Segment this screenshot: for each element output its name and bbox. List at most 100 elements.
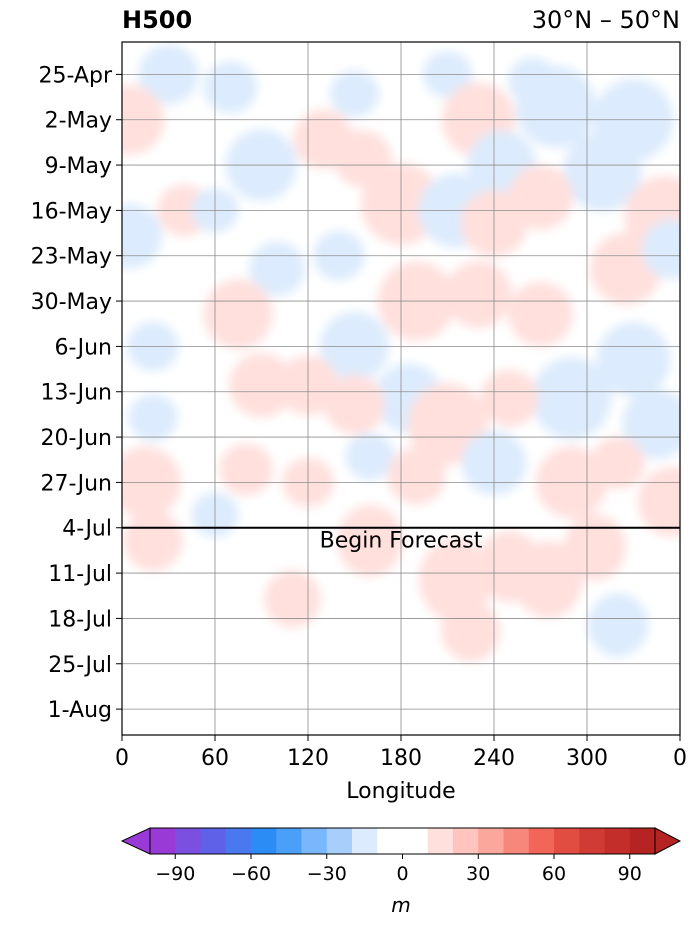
y-axis: 25-Apr 2-May 9-May 16-May 23-May 30-May 6-Jun 1… [31, 63, 122, 723]
anomaly-center [225, 129, 298, 202]
anomaly-contour [508, 165, 573, 230]
anomaly-contour [531, 357, 612, 440]
region-label: 30°N – 50°N [531, 6, 680, 34]
colorbar-tick-label: 90 [618, 863, 642, 885]
anomaly-center [590, 232, 662, 305]
colorbar-swatch [276, 828, 302, 854]
x-axis-label: Longitude [346, 779, 455, 804]
anomaly-contour [622, 389, 680, 459]
x-axis: 0 60 120 180 240 300 0 [115, 735, 687, 771]
colorbar-swatch [200, 828, 227, 854]
anomaly-contour [203, 279, 273, 349]
anomaly-contour [329, 70, 380, 118]
y-tick-label: 2-May [45, 109, 112, 134]
anomaly-center [122, 204, 163, 269]
x-tick-label: 0 [115, 746, 129, 771]
colorbar-swatch [427, 828, 454, 854]
colorbar-swatch [175, 828, 201, 854]
anomaly-center [324, 374, 385, 435]
y-tick-label: 25-Apr [38, 63, 112, 88]
anomaly-contour [249, 241, 305, 296]
anomaly-center [516, 65, 596, 148]
y-tick-label: 4-Jul [62, 517, 112, 542]
anomaly-center [293, 109, 354, 169]
colorbar-extend-low [120, 827, 151, 855]
y-tick-label: 27-Jun [40, 471, 112, 496]
anomaly-contour [642, 219, 680, 280]
anomaly-center [441, 601, 501, 662]
colorbar-swatch [604, 828, 631, 854]
anomaly-contour [264, 570, 321, 628]
anomaly-contour [418, 538, 492, 621]
colorbar-swatch [352, 828, 378, 854]
anomaly-contour [513, 541, 583, 619]
colorbar-swatch [478, 828, 504, 854]
colorbar-extend-high [654, 827, 682, 855]
anomaly-contour [128, 394, 178, 442]
colorbar-tick-label: 30 [466, 863, 490, 885]
x-tick-label: 180 [380, 746, 422, 771]
anomaly-contour [587, 592, 649, 657]
anomaly-center [219, 443, 273, 496]
anomaly-center [637, 467, 680, 537]
anomaly-contour [563, 131, 642, 212]
anomaly-center [249, 241, 305, 296]
y-tick-label: 25-Jul [48, 653, 112, 678]
anomaly-center [587, 592, 649, 657]
colorbar-swatch [554, 828, 580, 854]
anomaly-center [531, 357, 612, 440]
colorbar-swatch [579, 828, 605, 854]
y-tick-label: 20-Jun [40, 426, 112, 451]
colorbar-swatch [326, 828, 353, 854]
anomaly-center [123, 510, 183, 572]
anomaly-contour [345, 433, 395, 481]
colorbar: −90 −60 −30 0 30 60 90 [120, 827, 682, 885]
y-tick-label: 16-May [31, 199, 112, 224]
colorbar-tick-label: −90 [155, 863, 195, 885]
colorbar-swatch [528, 828, 555, 854]
y-tick-label: 18-Jul [48, 607, 112, 632]
anomaly-contour [203, 61, 258, 114]
x-tick-label: 60 [201, 746, 229, 771]
anomaly-contour [324, 374, 385, 435]
anomaly-contour [441, 601, 501, 662]
colorbar-swatch [150, 828, 176, 854]
anomaly-contour [219, 443, 273, 496]
anomaly-contour [563, 514, 626, 581]
anomaly-contour [122, 204, 163, 269]
anomaly-center [127, 321, 179, 372]
anomaly-contour [387, 447, 446, 505]
colorbar-swatch [301, 828, 328, 854]
colorbar-tick-label: −30 [307, 863, 347, 885]
anomaly-center [387, 447, 446, 505]
anomaly-contour [123, 510, 183, 572]
anomaly-contour [508, 281, 573, 347]
y-tick-label: 11-Jul [48, 562, 112, 587]
y-tick-label: 6-Jun [54, 335, 112, 360]
colorbar-label: m [391, 893, 410, 917]
anomaly-center [329, 70, 380, 118]
anomaly-center [333, 130, 392, 188]
anomaly-contour [229, 352, 294, 418]
anomaly-center [337, 504, 403, 577]
anomaly-center [563, 514, 626, 581]
y-tick-label: 30-May [31, 290, 112, 315]
anomaly-center [596, 322, 671, 397]
anomaly-center [418, 538, 492, 621]
anomaly-center [229, 352, 294, 418]
anomaly-contour [637, 467, 680, 537]
anomaly-contour [445, 261, 512, 329]
colorbar-swatch [629, 828, 656, 854]
x-tick-label: 300 [566, 746, 608, 771]
y-tick-label: 13-Jun [40, 381, 112, 406]
colorbar-tick-label: 60 [542, 863, 566, 885]
anomaly-center [345, 433, 395, 481]
chart-title: H500 [122, 6, 193, 34]
y-tick-label: 1-Aug [48, 698, 112, 723]
colorbar-swatch [225, 828, 252, 854]
anomaly-center [480, 369, 539, 427]
anomaly-center [264, 570, 321, 628]
anomaly-contour [337, 504, 403, 577]
x-tick-label: 120 [287, 746, 329, 771]
forecast-label: Begin Forecast [320, 529, 483, 554]
